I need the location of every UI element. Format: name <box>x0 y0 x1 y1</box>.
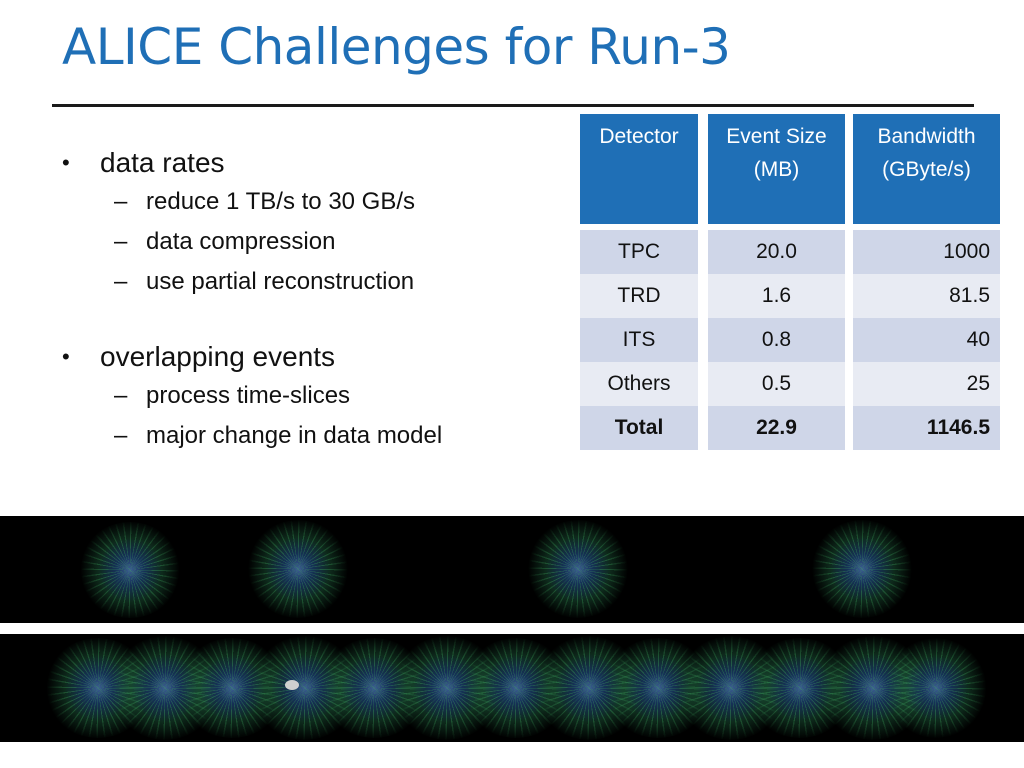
event-vertex-blob <box>285 680 299 690</box>
table-cell: TRD <box>580 274 698 318</box>
bullet-icon: • <box>62 344 70 369</box>
event-display-strip-overlapping <box>0 634 1024 742</box>
table-cell: 1000 <box>853 230 1000 274</box>
event-burst <box>246 520 350 618</box>
sub-bullet: – use partial reconstruction <box>62 262 562 302</box>
event-burst <box>810 520 914 618</box>
sub-bullet-text: reduce 1 TB/s to 30 GB/s <box>146 188 416 215</box>
table-cell: ITS <box>580 318 698 362</box>
sub-bullet-text: use partial reconstruction <box>146 268 415 295</box>
dash-icon: – <box>114 228 128 255</box>
table-cell-total: 1146.5 <box>853 406 1000 450</box>
table-cell: 81.5 <box>853 274 1000 318</box>
table-cell: 0.5 <box>708 362 845 406</box>
sub-bullet-text: data compression <box>146 228 336 255</box>
event-burst <box>78 522 182 618</box>
title-divider <box>52 104 974 107</box>
table-header: Detector <box>580 114 698 224</box>
sub-bullet: – process time-slices <box>62 376 562 416</box>
table-header: Bandwidth (GByte/s) <box>853 114 1000 224</box>
dash-icon: – <box>114 188 128 215</box>
sub-bullet: – data compression <box>62 222 562 262</box>
dash-icon: – <box>114 268 128 295</box>
table-cell: 0.8 <box>708 318 845 362</box>
bullet-text: overlapping events <box>100 341 336 372</box>
table-cell: 25 <box>853 362 1000 406</box>
table-cell: 20.0 <box>708 230 845 274</box>
table-cell: Others <box>580 362 698 406</box>
slide-title: ALICE Challenges for Run-3 <box>62 18 731 76</box>
bullet-icon: • <box>62 150 70 175</box>
event-burst <box>884 638 988 738</box>
dash-icon: – <box>114 382 128 409</box>
bullet-list: • data rates – reduce 1 TB/s to 30 GB/s … <box>62 144 562 456</box>
sub-bullet-text: process time-slices <box>146 382 351 409</box>
detector-column: Detector TPC TRD ITS Others Total <box>580 114 698 450</box>
event-burst <box>526 520 630 618</box>
sub-bullet: – reduce 1 TB/s to 30 GB/s <box>62 182 562 222</box>
sub-bullet-text: major change in data model <box>146 422 443 449</box>
table-cell: TPC <box>580 230 698 274</box>
bandwidth-column: Bandwidth (GByte/s) 1000 81.5 40 25 1146… <box>853 114 1000 450</box>
table-cell-total: Total <box>580 406 698 450</box>
table-header: Event Size (MB) <box>708 114 845 224</box>
event-display-strip-separate <box>0 516 1024 623</box>
bullet-data-rates: • data rates <box>62 144 562 182</box>
sub-bullet: – major change in data model <box>62 416 562 456</box>
table-cell: 40 <box>853 318 1000 362</box>
bullet-overlapping-events: • overlapping events <box>62 338 562 376</box>
bullet-text: data rates <box>100 147 225 178</box>
event-size-column: Event Size (MB) 20.0 1.6 0.8 0.5 22.9 <box>708 114 845 450</box>
table-cell: 1.6 <box>708 274 845 318</box>
table-cell-total: 22.9 <box>708 406 845 450</box>
dash-icon: – <box>114 422 128 449</box>
